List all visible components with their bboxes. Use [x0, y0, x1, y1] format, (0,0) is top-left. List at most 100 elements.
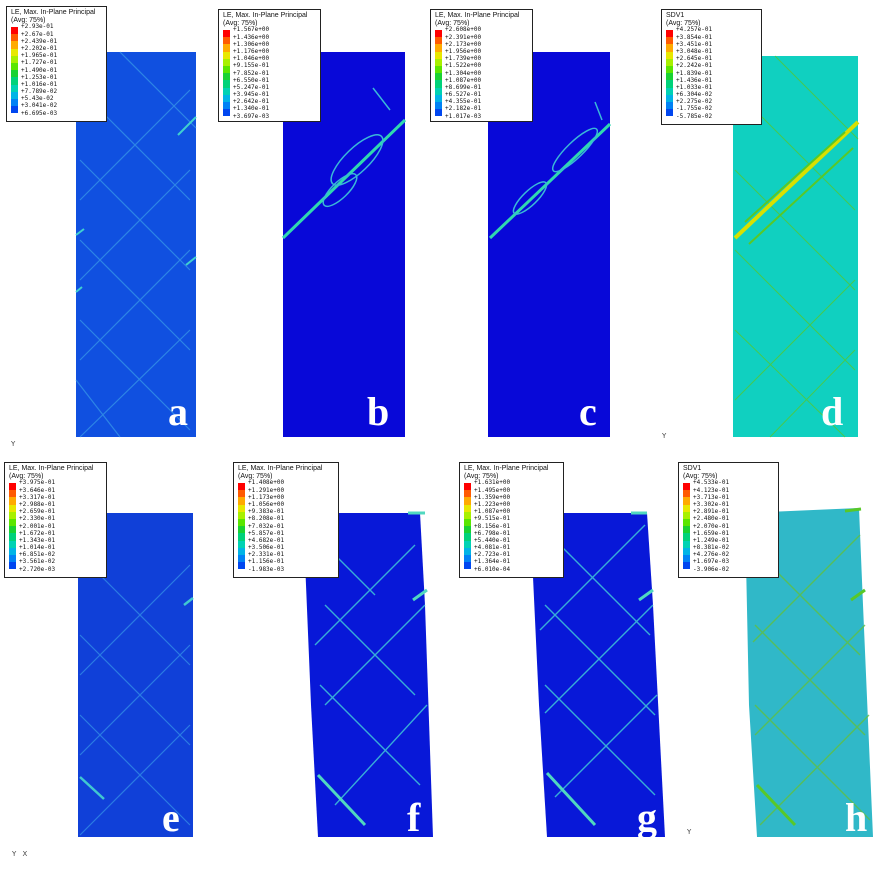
legend-swatch [435, 51, 442, 59]
contour-plot-a [75, 51, 197, 438]
legend-swatch [9, 547, 16, 555]
legend-title-line: (Avg: 75%) [683, 473, 718, 480]
legend-value: +7.852e-01 [233, 69, 270, 77]
legend-color-bar [464, 483, 471, 570]
legend-value: +6.798e-01 [474, 529, 511, 537]
legend-value: +2.331e-01 [248, 551, 285, 559]
legend-title-line: SDV1 [666, 12, 685, 19]
triad-x-label: X [22, 850, 28, 858]
legend-value: +2.642e-01 [233, 98, 270, 106]
legend-swatch [683, 504, 690, 512]
legend-value: +2.723e-01 [474, 551, 511, 559]
legend-swatch [464, 554, 471, 563]
legend-swatch [11, 62, 18, 71]
triad-y-label: Y [12, 850, 17, 858]
legend-value: +2.720e-03 [19, 565, 56, 573]
legend-values: +2.608e+00 +2.391e+00 +2.173e+00 +1.956e+00… [445, 26, 481, 119]
legend-swatch [435, 101, 442, 110]
legend-title-line: LE, Max. In-Plane Principal [238, 465, 323, 472]
legend-value: +1.408e+00 [248, 479, 285, 487]
legend-value: -1.983e-03 [248, 565, 285, 573]
legend-value: +2.93e-01 [21, 23, 54, 31]
legend-swatch [666, 58, 673, 66]
legend-swatch [238, 562, 245, 570]
legend-value: +1.727e-01 [21, 59, 58, 67]
legend-swatch [464, 540, 471, 548]
legend-value: +3.302e-01 [693, 500, 730, 508]
legend-values: +4.257e-01 +3.854e-01 +3.451e-01 +3.048e-01… [676, 26, 712, 119]
legend-value: +1.253e-01 [21, 73, 58, 81]
legend-swatch [666, 37, 673, 45]
legend-swatch [666, 80, 673, 88]
legend-swatch [11, 106, 18, 114]
legend-value: +5.857e-01 [248, 529, 285, 537]
legend-swatch [435, 44, 442, 52]
legend-title-line: (Avg: 75%) [435, 20, 470, 27]
legend-title-line: (Avg: 75%) [9, 473, 44, 480]
legend-values: +1.567e+00 +1.436e+00 +1.306e+00 +1.176e+00… [233, 26, 269, 119]
legend-value: +7.032e-01 [248, 522, 285, 530]
legend-swatch [464, 533, 471, 541]
legend-swatch [683, 554, 690, 563]
legend-swatch [238, 504, 245, 512]
legend-value: +3.041e-02 [21, 102, 58, 110]
panel-f: f [215, 455, 445, 850]
legend-value: +1.173e+00 [248, 493, 285, 501]
legend-swatch [223, 30, 230, 38]
legend-value: +1.033e-01 [676, 83, 713, 91]
legend-value: +2.182e-01 [445, 105, 482, 113]
legend-value: +2.202e-01 [21, 44, 58, 52]
legend-value: +2.391e+00 [445, 33, 482, 41]
legend-value: +3.646e-01 [19, 486, 56, 494]
legend-swatch [683, 533, 690, 541]
legend-swatch [9, 526, 16, 534]
legend-value: +1.340e-01 [233, 105, 270, 113]
contour-plot-b [281, 52, 407, 437]
legend-swatch [11, 34, 18, 42]
legend-value: +2.070e-01 [693, 522, 730, 530]
legend-value: +8.208e-01 [248, 515, 285, 523]
legend-swatch [238, 526, 245, 534]
legend-value: +1.956e+00 [445, 47, 482, 55]
triad-top-right: Y [662, 432, 667, 440]
legend-value: +6.010e-04 [474, 565, 511, 573]
triad-bottom-left: Y X [12, 850, 27, 858]
legend-value: +3.975e-01 [19, 479, 56, 487]
legend-title-line: (Avg: 75%) [666, 20, 701, 27]
legend-value: +1.304e+00 [445, 69, 482, 77]
legend-swatch [238, 547, 245, 555]
legend-swatch [666, 44, 673, 52]
legend-swatch [11, 27, 18, 35]
legend-value: +3.317e-01 [19, 493, 56, 501]
panel-letter: f [407, 795, 421, 840]
legend-value: +3.945e-01 [233, 91, 270, 99]
legend-color-bar [683, 483, 690, 570]
legend-swatch [223, 80, 230, 88]
legend-swatch [223, 87, 230, 95]
legend-value: +1.495e+00 [474, 486, 511, 494]
legend-value: +2.275e-02 [676, 98, 713, 106]
legend-value: +4.081e-01 [474, 544, 511, 552]
legend-swatch [464, 518, 471, 527]
legend-swatch [11, 48, 18, 56]
legend-swatch [666, 87, 673, 95]
legend-swatch [9, 554, 16, 563]
legend-value: +1.659e-01 [693, 529, 730, 537]
legend-title-line: LE, Max. In-Plane Principal [9, 465, 94, 472]
legend-swatch [683, 540, 690, 548]
legend-color-bar [9, 483, 16, 570]
legend-value: +4.276e-02 [693, 551, 730, 559]
legend-value: +1.249e-01 [693, 536, 730, 544]
legend-value: +5.440e-01 [474, 536, 511, 544]
legend-swatch [464, 483, 471, 491]
panel-letter: d [821, 389, 844, 434]
legend-value: +1.739e+00 [445, 55, 482, 63]
triad-top-left: Y [11, 440, 16, 448]
panel-letter: e [162, 795, 180, 840]
legend-h: SDV1 (Avg: 75%) +4.533e-01 +4.123e-01 +3.713… [678, 462, 779, 578]
legend-swatch [683, 490, 690, 498]
legend-value: +3.048e-01 [676, 47, 713, 55]
legend-value: +1.436e+00 [233, 33, 270, 41]
legend-swatch [666, 94, 673, 102]
legend-swatch [223, 101, 230, 110]
